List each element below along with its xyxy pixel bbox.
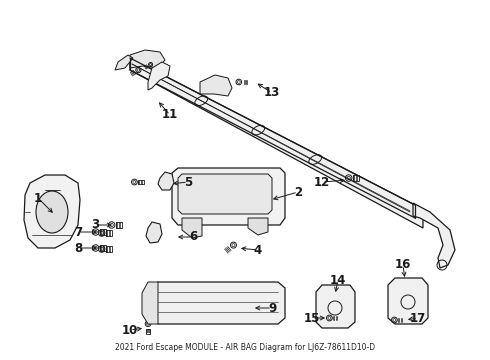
Polygon shape [316,285,355,328]
Ellipse shape [36,191,68,233]
Text: 11: 11 [162,108,178,122]
Polygon shape [115,55,133,70]
Bar [353,175,359,181]
Polygon shape [150,282,285,324]
Polygon shape [146,222,162,243]
Bar [106,246,112,252]
Polygon shape [158,172,174,190]
Text: 15: 15 [304,311,320,324]
Bar [398,318,404,323]
Text: 14: 14 [330,274,346,287]
Text: 2021 Ford Escape MODULE - AIR BAG Diagram for LJ6Z-78611D10-D: 2021 Ford Escape MODULE - AIR BAG Diagra… [115,343,375,352]
Text: 3: 3 [91,219,99,231]
Bar [138,180,144,184]
Bar [100,245,106,251]
Polygon shape [148,62,170,90]
Text: 7: 7 [74,225,82,238]
Text: 1: 1 [34,192,42,204]
Polygon shape [413,203,455,268]
Text: 2: 2 [294,185,302,198]
Polygon shape [182,218,202,238]
Bar [333,316,339,320]
Polygon shape [24,175,80,248]
Bar [116,222,122,228]
Text: 12: 12 [314,175,330,189]
Polygon shape [248,218,268,235]
Text: 5: 5 [184,175,192,189]
Text: 9: 9 [268,302,276,315]
Text: 17: 17 [410,311,426,324]
Text: 16: 16 [395,258,411,271]
Text: 6: 6 [189,230,197,243]
Polygon shape [388,278,428,324]
Polygon shape [142,282,158,324]
Polygon shape [200,75,232,96]
Polygon shape [172,168,285,225]
Bar [146,329,150,334]
Text: 8: 8 [74,242,82,255]
Polygon shape [130,58,423,228]
Text: 4: 4 [254,243,262,256]
Text: 10: 10 [122,324,138,337]
Bar [100,229,106,235]
Polygon shape [178,174,272,214]
Polygon shape [130,50,165,68]
Text: 13: 13 [264,86,280,99]
Bar [106,230,112,236]
